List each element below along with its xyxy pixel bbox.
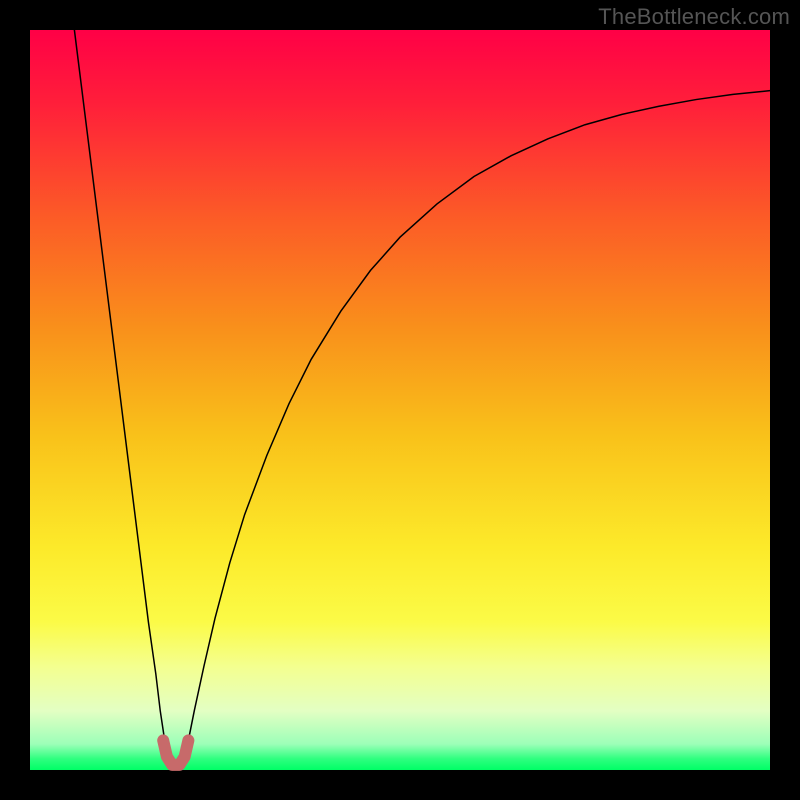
- watermark-text: TheBottleneck.com: [598, 4, 790, 30]
- chart-container: TheBottleneck.com: [0, 0, 800, 800]
- plot-background: [30, 30, 770, 770]
- bottleneck-chart: [0, 0, 800, 800]
